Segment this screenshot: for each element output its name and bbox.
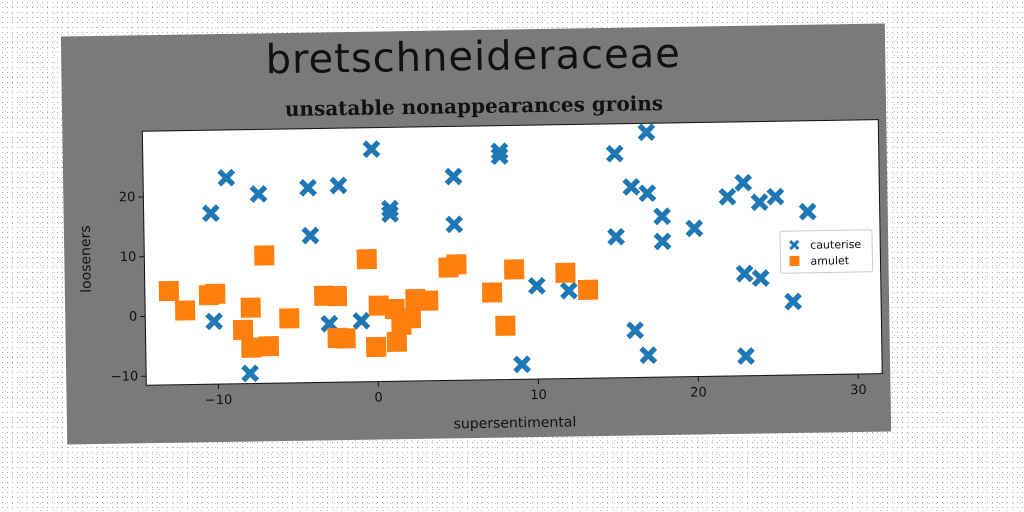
cauterise-x-marker	[513, 355, 531, 374]
cauterise-x-marker	[734, 173, 753, 192]
amulet-square-marker	[384, 298, 405, 320]
x-tick-label: 30	[850, 383, 867, 398]
cauterise-x-marker	[605, 144, 624, 163]
amulet-square-marker	[335, 328, 356, 349]
cauterise-x-marker	[637, 123, 656, 142]
axis-ticks: −10 0 10 20 30 −10 0 10 20	[111, 190, 867, 408]
cauterise-x-marker	[735, 264, 754, 283]
cauterise-x-marker	[362, 140, 381, 159]
x-tick-label: 10	[530, 388, 547, 403]
legend: cauterise amulet	[779, 229, 874, 274]
cauterise-x-marker	[301, 226, 320, 245]
cauterise-x-marker	[352, 311, 371, 330]
amulet-square-marker	[555, 262, 576, 283]
amulet-square-marker	[240, 297, 261, 318]
legend-cauterise-marker	[789, 239, 800, 251]
cauterise-x-marker	[527, 276, 546, 295]
cauterise-x-marker	[559, 281, 578, 300]
amulet-square-marker	[232, 319, 254, 341]
x-tick-label: 20	[690, 385, 707, 400]
amulet-square-marker	[418, 290, 439, 311]
legend-label-cauterise: cauterise	[810, 238, 861, 252]
cauterise-x-marker	[626, 321, 645, 340]
y-tick-label: −10	[111, 369, 139, 384]
amulet-square-marker	[577, 279, 599, 300]
amulet-square-marker	[175, 300, 196, 321]
y-axis-label: looseners	[78, 225, 95, 293]
cauterise-x-marker	[444, 167, 463, 186]
cauterise-x-marker	[685, 219, 704, 238]
legend-box	[779, 229, 874, 274]
legend-amulet-marker	[789, 255, 800, 267]
cauterise-x-marker	[750, 193, 769, 212]
figure-panel: bretschneideraceae unsatable nonappearan…	[60, 23, 892, 445]
cauterise-x-marker	[798, 202, 817, 221]
amulet-square-marker	[368, 295, 389, 316]
amulet-square-marker	[356, 249, 377, 270]
amulet-square-marker	[386, 331, 408, 352]
amulet-square-marker	[279, 308, 300, 329]
cauterise-x-marker	[490, 142, 509, 161]
x-tick-label: −10	[205, 393, 233, 408]
cauterise-x-marker	[737, 347, 755, 365]
amulet-square-marker	[504, 259, 525, 280]
cauterise-x-marker	[751, 269, 770, 288]
amulet-square-marker	[400, 308, 422, 329]
y-tick-label: 20	[119, 190, 136, 205]
cauterise-x-marker	[329, 176, 348, 195]
legend-label-amulet: amulet	[810, 254, 849, 268]
cauterise-x-marker	[201, 204, 220, 223]
amulet-square-marker	[254, 245, 275, 266]
cauterise-x-marker	[766, 187, 785, 206]
amulet-square-marker	[258, 336, 280, 357]
cauterise-x-marker	[205, 312, 224, 331]
x-tick-label: 0	[374, 390, 383, 405]
cauterise-x-marker	[653, 207, 672, 226]
cauterise-x-marker	[241, 364, 260, 383]
cauterise-x-marker	[718, 187, 737, 206]
cauterise-x-marker	[490, 147, 509, 166]
amulet-square-marker	[326, 285, 348, 307]
x-axis-label: supersentimental	[454, 414, 577, 432]
cauterise-x-marker	[622, 177, 641, 196]
y-tick-label: 10	[120, 250, 137, 265]
amulet-square-marker	[198, 284, 220, 306]
cauterise-x-marker	[299, 178, 317, 197]
cauterise-x-marker	[784, 292, 803, 311]
amulet-square-marker	[495, 315, 516, 336]
cauterise-x-marker	[381, 205, 400, 223]
cauterise-x-marker	[607, 227, 625, 246]
cauterise-x-marker	[445, 215, 464, 234]
y-tick-label: 0	[129, 310, 138, 325]
cauterise-x-marker	[639, 346, 658, 365]
amulet-square-marker	[366, 336, 387, 358]
scatter-chart: −10 0 10 20 30 −10 0 10 20 supersentimental loos…	[78, 119, 883, 432]
amulet-square-marker	[241, 337, 262, 358]
amulet-square-marker	[158, 280, 180, 302]
cauterise-x-marker	[638, 184, 657, 203]
amulet-square-marker	[446, 254, 467, 275]
amulet-square-marker	[481, 282, 503, 303]
cauterise-x-marker	[217, 168, 236, 187]
cauterise-x-marker	[381, 199, 399, 218]
data-points	[158, 123, 817, 383]
cauterise-x-marker	[653, 232, 672, 251]
cauterise-x-marker	[249, 185, 268, 203]
